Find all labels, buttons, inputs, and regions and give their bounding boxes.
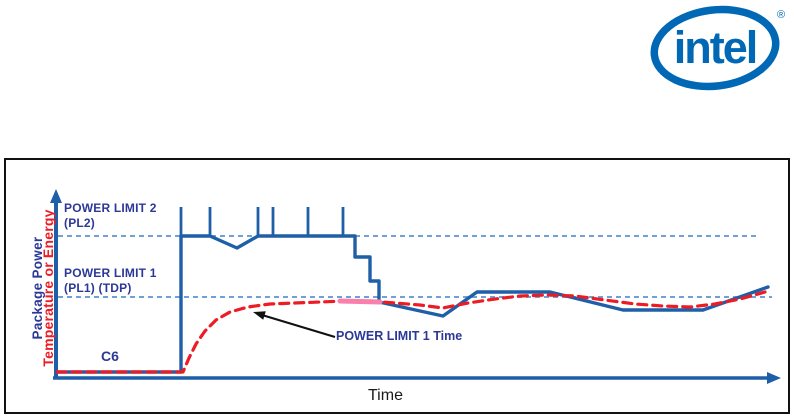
power-limit-1-time-label: POWER LIMIT 1 Time bbox=[336, 329, 463, 343]
intel-registered-mark: ® bbox=[777, 9, 785, 21]
intel-logo-wordmark: intel bbox=[674, 22, 757, 73]
c6-state-label: C6 bbox=[101, 348, 119, 364]
package-power-actual-line bbox=[55, 234, 770, 374]
y-axis-arrowhead bbox=[50, 189, 62, 203]
limit-reference-lines bbox=[58, 235, 772, 298]
turbo-spikes bbox=[179, 207, 345, 236]
power-limit-1-label-line1: POWER LIMIT 1 bbox=[64, 266, 157, 280]
x-axis-arrowhead bbox=[767, 372, 781, 384]
pl1-time-highlight-line bbox=[337, 298, 383, 305]
power-limit-2-label-line1: POWER LIMIT 2 bbox=[64, 201, 157, 215]
y-axis bbox=[50, 189, 62, 377]
x-axis-title: Time bbox=[368, 387, 403, 404]
power-limit-2-label: POWER LIMIT 2 (PL2) bbox=[64, 201, 157, 231]
x-axis bbox=[53, 372, 781, 384]
intel-logo: intel ® bbox=[650, 5, 785, 91]
power-series-lines bbox=[55, 234, 770, 374]
annotation-arrowhead bbox=[253, 311, 266, 320]
power-limit-1-time-average-line bbox=[55, 290, 767, 374]
power-limit-1-label: POWER LIMIT 1 (PL1) (TDP) bbox=[64, 266, 157, 296]
power-limit-1-label-line2: (PL1) (TDP) bbox=[64, 281, 132, 295]
pl1-time-annotation-arrow bbox=[253, 311, 336, 339]
y-axis-title-temperature-energy: Temperature or Energy bbox=[40, 209, 56, 367]
power-limit-2-label-line2: (PL2) bbox=[64, 216, 95, 230]
